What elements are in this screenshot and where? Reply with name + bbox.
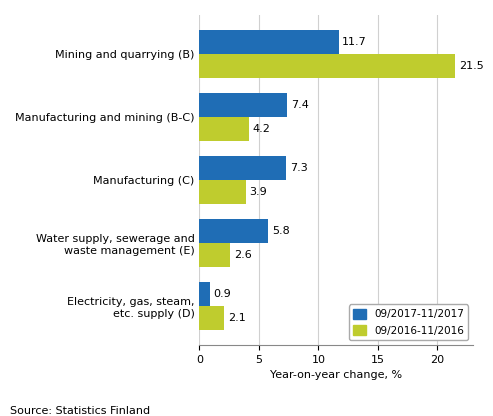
Bar	[199, 243, 230, 267]
Bar	[199, 219, 268, 243]
Text: Source: Statistics Finland: Source: Statistics Finland	[10, 406, 150, 416]
Text: 5.8: 5.8	[272, 226, 290, 236]
Bar	[199, 282, 210, 306]
X-axis label: Year-on-year change, %: Year-on-year change, %	[270, 370, 402, 380]
Text: 4.2: 4.2	[253, 124, 271, 134]
Bar	[199, 180, 246, 204]
Text: 2.1: 2.1	[228, 313, 246, 323]
Text: 3.9: 3.9	[249, 187, 267, 197]
Text: 11.7: 11.7	[342, 37, 367, 47]
Text: 2.6: 2.6	[234, 250, 251, 260]
Bar	[199, 93, 287, 117]
Text: 21.5: 21.5	[459, 61, 484, 71]
Text: 7.3: 7.3	[290, 163, 308, 173]
Bar	[199, 54, 456, 78]
Text: 7.4: 7.4	[291, 100, 309, 110]
Bar	[199, 156, 286, 180]
Legend: 09/2017-11/2017, 09/2016-11/2016: 09/2017-11/2017, 09/2016-11/2016	[349, 305, 468, 340]
Bar	[199, 117, 249, 141]
Bar	[199, 306, 224, 330]
Text: 0.9: 0.9	[213, 289, 231, 299]
Bar	[199, 30, 339, 54]
